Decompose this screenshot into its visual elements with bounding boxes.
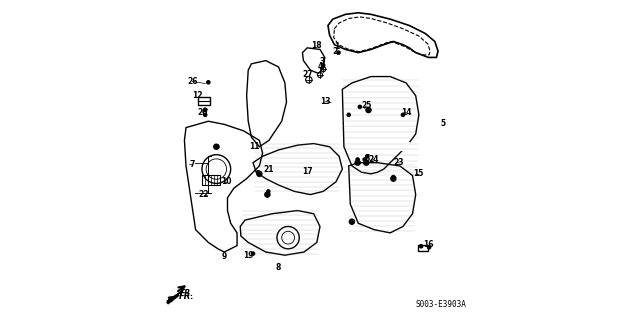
Circle shape <box>356 158 359 161</box>
Bar <box>400 142 409 150</box>
Circle shape <box>356 161 360 164</box>
Text: 6: 6 <box>365 154 370 163</box>
Circle shape <box>252 252 255 255</box>
Circle shape <box>347 113 350 116</box>
Bar <box>365 94 374 102</box>
Bar <box>390 132 399 140</box>
Circle shape <box>265 192 270 197</box>
Polygon shape <box>167 291 182 301</box>
Text: 3: 3 <box>320 57 325 66</box>
Bar <box>352 107 361 115</box>
Text: 23: 23 <box>394 158 404 167</box>
Text: 21: 21 <box>264 165 274 174</box>
Circle shape <box>204 108 207 111</box>
Text: 12: 12 <box>192 91 202 100</box>
Circle shape <box>367 108 370 111</box>
Circle shape <box>321 64 324 67</box>
Text: 16: 16 <box>423 241 434 249</box>
Text: 9: 9 <box>221 252 227 261</box>
Text: 18: 18 <box>311 41 321 50</box>
Circle shape <box>216 145 219 148</box>
Circle shape <box>420 245 422 248</box>
Circle shape <box>207 81 210 84</box>
Text: 1: 1 <box>334 42 340 51</box>
Text: FR.: FR. <box>179 292 195 300</box>
Circle shape <box>366 108 371 113</box>
Circle shape <box>349 219 355 224</box>
Text: FR.: FR. <box>180 289 195 298</box>
Circle shape <box>363 158 366 161</box>
Circle shape <box>257 171 260 174</box>
Text: S003-E3903A: S003-E3903A <box>415 300 466 309</box>
Text: 24: 24 <box>369 155 379 164</box>
Text: 26: 26 <box>187 77 198 86</box>
Text: 25: 25 <box>361 101 371 110</box>
Text: 10: 10 <box>221 177 232 186</box>
Polygon shape <box>167 295 179 304</box>
Text: 4: 4 <box>317 62 323 71</box>
Circle shape <box>358 105 362 108</box>
Bar <box>365 107 374 115</box>
Text: 13: 13 <box>321 97 331 106</box>
Circle shape <box>257 171 262 176</box>
Text: 2: 2 <box>332 47 337 56</box>
Text: 22: 22 <box>198 190 209 199</box>
Text: 19: 19 <box>243 251 253 260</box>
Text: 11: 11 <box>250 142 260 151</box>
Circle shape <box>365 155 369 158</box>
Text: 14: 14 <box>401 108 412 117</box>
Text: 7: 7 <box>189 160 195 169</box>
Text: 8: 8 <box>275 263 280 272</box>
Text: 27: 27 <box>303 70 313 79</box>
Circle shape <box>392 175 395 179</box>
Circle shape <box>214 144 219 149</box>
Circle shape <box>391 176 396 181</box>
Text: 5: 5 <box>440 119 445 128</box>
Circle shape <box>401 113 404 116</box>
Bar <box>198 97 210 105</box>
Circle shape <box>204 113 207 116</box>
Bar <box>419 245 428 251</box>
Bar <box>378 120 387 128</box>
Circle shape <box>355 160 360 165</box>
Text: 17: 17 <box>303 167 313 176</box>
Circle shape <box>337 51 340 54</box>
Bar <box>202 175 220 185</box>
Text: 15: 15 <box>413 169 424 178</box>
Text: 20: 20 <box>197 108 208 117</box>
Circle shape <box>267 190 270 193</box>
Circle shape <box>364 160 369 165</box>
Circle shape <box>428 246 431 249</box>
Bar <box>352 94 361 102</box>
